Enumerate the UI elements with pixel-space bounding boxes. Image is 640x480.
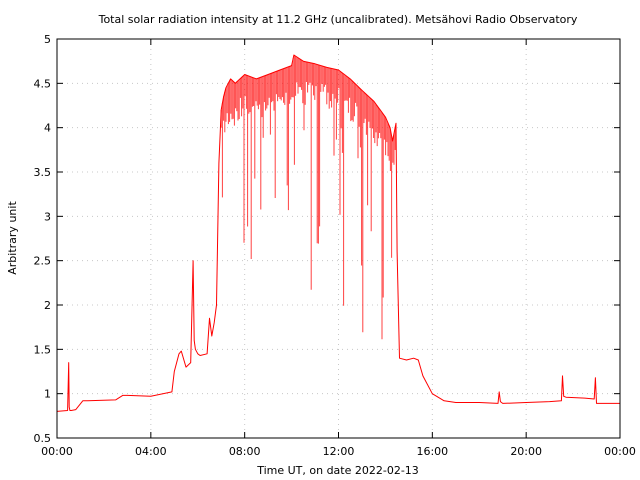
y-tick-label: 0.5 bbox=[34, 432, 52, 445]
x-tick-label: 04:00 bbox=[135, 445, 167, 458]
y-tick-label: 3.5 bbox=[34, 166, 52, 179]
y-tick-label: 1.5 bbox=[34, 343, 52, 356]
y-tick-label: 3 bbox=[44, 210, 51, 223]
x-tick-label: 16:00 bbox=[416, 445, 448, 458]
y-tick-label: 1 bbox=[44, 388, 51, 401]
y-tick-label: 2.5 bbox=[34, 255, 52, 268]
y-tick-label: 5 bbox=[44, 33, 51, 46]
x-tick-label: 12:00 bbox=[323, 445, 355, 458]
series-noise bbox=[220, 55, 396, 340]
y-axis-label: Arbitrary unit bbox=[6, 201, 19, 275]
x-tick-label: 00:00 bbox=[604, 445, 636, 458]
x-tick-label: 08:00 bbox=[229, 445, 261, 458]
x-tick-label: 20:00 bbox=[510, 445, 542, 458]
axis-ticks: 00:00 04:00 08:00 12:00 16:00 20:00 00:000.511… bbox=[34, 33, 636, 458]
y-tick-label: 4 bbox=[44, 122, 51, 135]
x-tick-label: 00:00 bbox=[41, 445, 73, 458]
series-layer bbox=[56, 54, 620, 412]
chart-title: Total solar radiation intensity at 11.2 … bbox=[98, 13, 578, 26]
y-tick-label: 2 bbox=[44, 299, 51, 312]
x-axis-label: Time UT, on date 2022-02-13 bbox=[256, 464, 419, 477]
series-line bbox=[56, 54, 620, 412]
y-tick-label: 4.5 bbox=[34, 77, 52, 90]
